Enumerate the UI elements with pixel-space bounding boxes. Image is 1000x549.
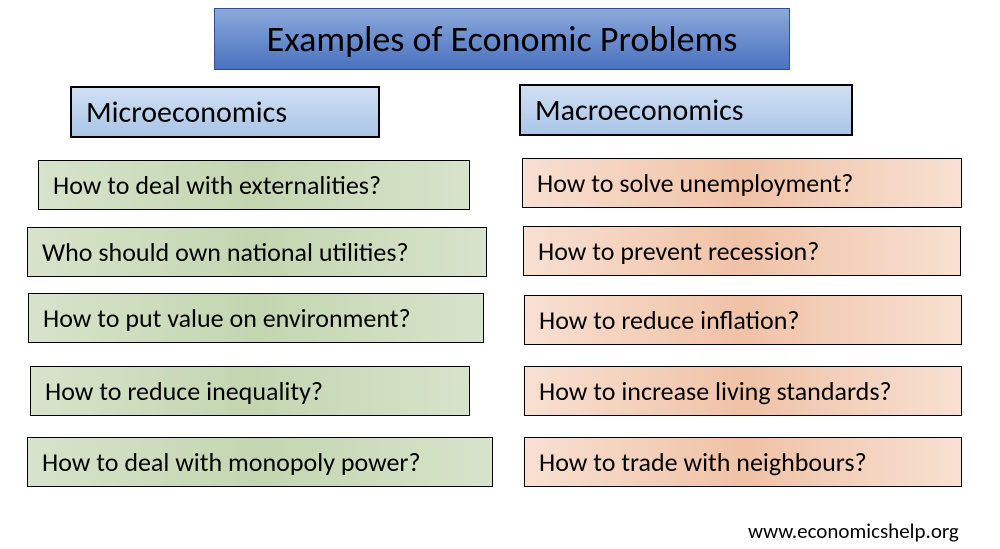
column-1-item-3: How to increase living standards?	[524, 366, 962, 416]
column-0-item-1: Who should own national utilities?	[27, 227, 487, 277]
column-0-item-3: How to reduce inequality?	[30, 366, 470, 416]
column-header-0: Microeconomics	[70, 86, 380, 138]
column-1-item-4: How to trade with neighbours?	[524, 437, 962, 487]
column-1-item-2: How to reduce inflation?	[524, 295, 962, 345]
column-0-item-0: How to deal with externalities?	[38, 160, 470, 210]
title-box: Examples of Economic Problems	[214, 8, 790, 70]
column-header-1: Macroeconomics	[519, 84, 853, 136]
column-0-item-4: How to deal with monopoly power?	[27, 437, 493, 487]
column-1-item-1: How to prevent recession?	[523, 226, 961, 276]
column-1-item-0: How to solve unemployment?	[522, 158, 962, 208]
footer-attribution: www.economicshelp.org	[748, 518, 959, 544]
column-0-item-2: How to put value on environment?	[28, 293, 484, 343]
